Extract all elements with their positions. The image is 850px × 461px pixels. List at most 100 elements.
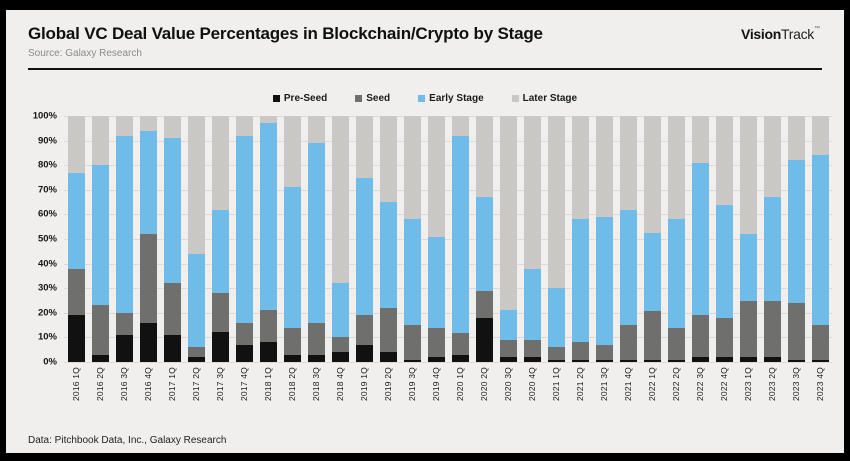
bar-segment-seed: [691, 315, 709, 358]
x-tick-label: 2019 4Q: [431, 367, 441, 402]
bar-segment-pre-seed: [115, 334, 133, 362]
bar-segment-early-stage: [499, 310, 517, 340]
legend-item-pre-seed: Pre-Seed: [272, 93, 327, 104]
bar-segment-later-stage: [499, 116, 517, 311]
bar-segment-pre-seed: [187, 357, 205, 362]
x-tick-label: 2022 2Q: [671, 367, 681, 402]
bar-segment-seed: [811, 325, 829, 360]
bar-slot: [328, 116, 352, 362]
x-slot: 2019 4Q: [424, 367, 448, 401]
bar-segment-early-stage: [427, 236, 445, 328]
bar-slot: [784, 116, 808, 362]
y-tick-label: 70%: [37, 184, 57, 196]
y-tick-label: 20%: [37, 307, 57, 319]
bar-segment-pre-seed: [691, 357, 709, 362]
bar-segment-later-stage: [403, 116, 421, 220]
x-slot: 2018 3Q: [304, 367, 328, 401]
gridline: [64, 140, 832, 142]
bars-container: [64, 116, 832, 362]
gridline: [64, 116, 832, 117]
legend-swatch-seed: [355, 95, 363, 102]
bar-slot: [520, 116, 544, 362]
plot-area: [64, 116, 832, 363]
x-slot: 2016 4Q: [136, 367, 160, 401]
bar-slot: [376, 116, 400, 362]
bar-slot: [112, 116, 136, 362]
x-slot: 2017 1Q: [160, 367, 184, 401]
bar-2022-4q: [715, 116, 733, 362]
bar-segment-pre-seed: [403, 359, 421, 362]
gridline: [64, 263, 832, 265]
bar-slot: [136, 116, 160, 362]
x-tick-label: 2021 1Q: [551, 367, 561, 402]
x-slot: 2023 4Q: [808, 367, 832, 401]
bar-segment-later-stage: [211, 116, 229, 210]
bar-segment-seed: [355, 315, 373, 345]
bar-segment-early-stage: [475, 197, 493, 291]
bar-segment-seed: [475, 290, 493, 318]
x-slot: 2017 2Q: [184, 367, 208, 401]
bar-2020-1q: [451, 116, 469, 362]
bar-segment-pre-seed: [571, 359, 589, 362]
x-slot: 2019 1Q: [352, 367, 376, 401]
gridline: [64, 312, 832, 314]
bar-2022-1q: [643, 116, 661, 362]
x-tick-label: 2022 3Q: [695, 367, 705, 402]
bar-segment-seed: [547, 347, 565, 360]
y-tick-label: 50%: [37, 233, 57, 245]
bar-slot: [496, 116, 520, 362]
bar-slot: [568, 116, 592, 362]
bar-slot: [472, 116, 496, 362]
y-tick-label: 90%: [37, 135, 57, 147]
bar-segment-seed: [595, 344, 613, 360]
legend-label: Seed: [366, 93, 391, 104]
bar-segment-later-stage: [475, 116, 493, 198]
bar-segment-pre-seed: [91, 354, 109, 362]
x-slot: 2021 3Q: [592, 367, 616, 401]
bar-segment-seed: [67, 268, 85, 316]
x-slot: 2017 4Q: [232, 367, 256, 401]
legend-label: Later Stage: [522, 93, 578, 104]
bar-segment-seed: [523, 339, 541, 358]
bar-segment-seed: [571, 342, 589, 360]
bar-segment-pre-seed: [259, 342, 277, 362]
gridline: [64, 239, 832, 240]
bar-2017-1q: [163, 116, 181, 362]
bar-segment-later-stage: [691, 116, 709, 163]
bar-slot: [664, 116, 688, 362]
x-tick-label: 2023 3Q: [791, 367, 801, 402]
x-tick-label: 2020 3Q: [503, 367, 513, 402]
bar-2016-1q: [67, 116, 85, 362]
bar-segment-pre-seed: [547, 359, 565, 362]
x-tick-label: 2023 4Q: [815, 367, 825, 402]
bar-segment-seed: [787, 302, 805, 360]
bar-segment-early-stage: [787, 160, 805, 303]
bar-segment-later-stage: [451, 116, 469, 136]
bar-2018-3q: [307, 116, 325, 362]
bar-segment-seed: [499, 339, 517, 358]
chart-legend: Pre-Seed Seed Early Stage Later Stage: [6, 93, 844, 104]
gridline: [64, 214, 832, 216]
bar-2017-2q: [187, 116, 205, 362]
bar-segment-seed: [667, 327, 685, 360]
bar-segment-later-stage: [235, 116, 253, 136]
x-slot: 2020 4Q: [520, 367, 544, 401]
bar-2019-2q: [379, 116, 397, 362]
bar-segment-later-stage: [91, 116, 109, 166]
x-slot: 2018 2Q: [280, 367, 304, 401]
bar-segment-early-stage: [235, 135, 253, 323]
logo-text-bold: Vision: [741, 26, 782, 42]
bar-segment-early-stage: [307, 143, 325, 323]
bar-segment-later-stage: [595, 116, 613, 217]
bar-2021-1q: [547, 116, 565, 362]
bar-segment-later-stage: [619, 116, 637, 210]
bar-slot: [352, 116, 376, 362]
gridline: [64, 165, 832, 167]
bar-segment-seed: [619, 325, 637, 360]
y-tick-label: 0%: [43, 356, 57, 368]
bar-segment-early-stage: [547, 288, 565, 348]
plot-wrap: 2016 1Q 2016 2Q 2016 3Q 2016 4Q 2017 1Q 2017 …: [64, 116, 832, 401]
bar-segment-later-stage: [523, 116, 541, 269]
legend-item-early-stage: Early Stage: [418, 93, 484, 104]
bar-2017-3q: [211, 116, 229, 362]
